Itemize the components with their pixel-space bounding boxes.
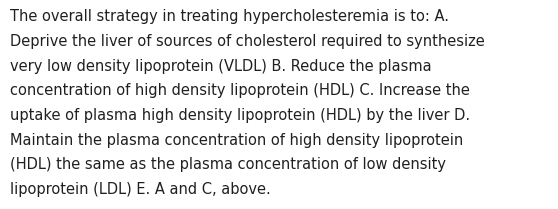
- Text: Deprive the liver of sources of cholesterol required to synthesize: Deprive the liver of sources of choleste…: [10, 34, 485, 49]
- Text: very low density lipoprotein (VLDL) B. Reduce the plasma: very low density lipoprotein (VLDL) B. R…: [10, 59, 432, 74]
- Text: The overall strategy in treating hypercholesteremia is to: A.: The overall strategy in treating hyperch…: [10, 9, 449, 24]
- Text: Maintain the plasma concentration of high density lipoprotein: Maintain the plasma concentration of hig…: [10, 133, 463, 148]
- Text: lipoprotein (LDL) E. A and C, above.: lipoprotein (LDL) E. A and C, above.: [10, 182, 271, 197]
- Text: concentration of high density lipoprotein (HDL) C. Increase the: concentration of high density lipoprotei…: [10, 83, 470, 98]
- Text: uptake of plasma high density lipoprotein (HDL) by the liver D.: uptake of plasma high density lipoprotei…: [10, 108, 470, 123]
- Text: (HDL) the same as the plasma concentration of low density: (HDL) the same as the plasma concentrati…: [10, 157, 446, 172]
